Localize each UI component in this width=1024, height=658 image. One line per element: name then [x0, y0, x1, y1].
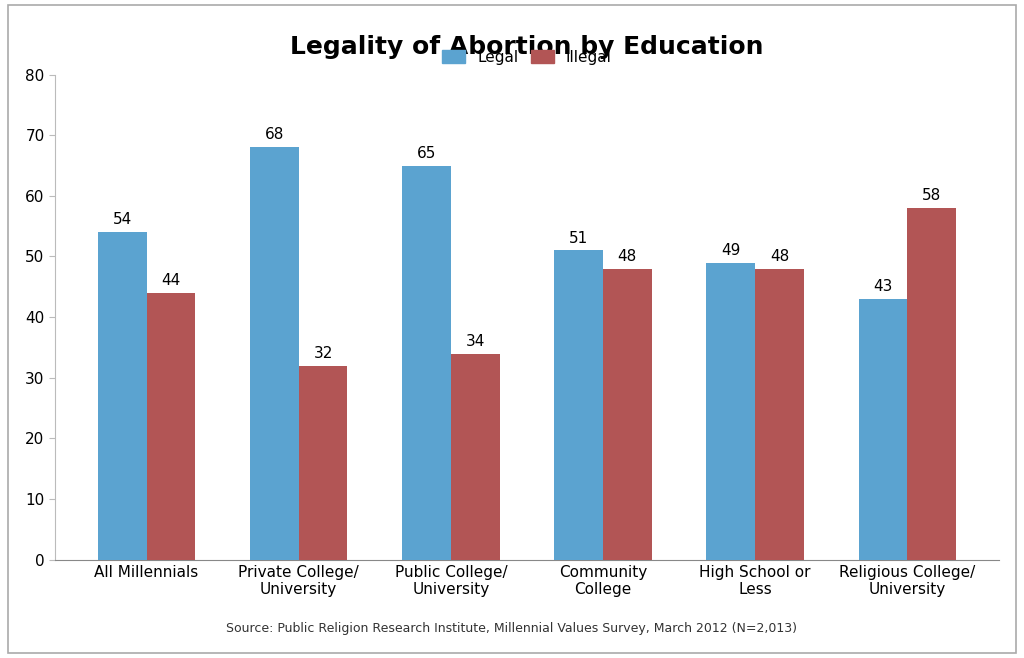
Bar	[402, 166, 451, 560]
Bar	[755, 268, 804, 560]
Legend: Legal, Illegal: Legal, Illegal	[436, 43, 617, 70]
Bar	[603, 268, 651, 560]
Bar	[98, 232, 146, 560]
Bar	[707, 263, 755, 560]
Bar	[451, 353, 500, 560]
Text: 58: 58	[922, 188, 941, 203]
Title: Legality of Abortion by Education: Legality of Abortion by Education	[290, 35, 764, 59]
Bar	[299, 366, 347, 560]
Text: 32: 32	[313, 346, 333, 361]
Text: 48: 48	[770, 249, 790, 264]
Text: 65: 65	[417, 145, 436, 161]
Text: 44: 44	[162, 273, 180, 288]
Text: Source: Public Religion Research Institute, Millennial Values Survey, March 2012: Source: Public Religion Research Institu…	[226, 622, 798, 635]
Text: 68: 68	[264, 128, 284, 143]
Text: 54: 54	[113, 213, 132, 228]
Text: 48: 48	[617, 249, 637, 264]
Text: 51: 51	[569, 230, 588, 245]
Text: 49: 49	[721, 243, 740, 258]
Bar	[146, 293, 196, 560]
Bar	[250, 147, 299, 560]
Text: 34: 34	[466, 334, 484, 349]
Text: 43: 43	[873, 279, 893, 294]
Bar	[554, 251, 603, 560]
Bar	[907, 208, 955, 560]
Bar	[858, 299, 907, 560]
